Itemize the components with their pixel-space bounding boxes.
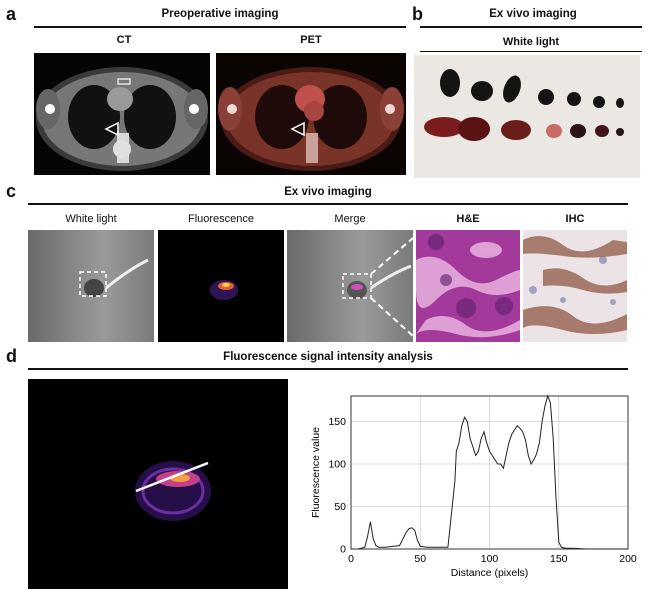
ct-lesion-arrow-icon [104,121,119,137]
panel-d-title: Fluorescence signal intensity analysis [223,351,433,363]
white-light-label-b: White light [502,36,560,48]
white-light-label-c: White light [65,213,117,225]
profile-line [135,461,209,493]
fluorescence-specimen-image [158,230,284,342]
chart-frame [350,395,629,550]
fluorescence-label: Fluorescence [187,213,255,225]
panel-letter-a: a [6,4,17,24]
panel-letter-d: d [6,346,17,366]
pet-lesion-arrow-icon [290,121,305,137]
y-tick-label: 0 [340,544,346,556]
panel-a-title: Preoperative imaging [161,8,279,20]
panel-letter-b: b [412,4,423,24]
panel-a-rule [34,26,406,28]
y-tick-label: 50 [334,501,346,513]
panel-b-title: Ex vivo imaging [489,8,577,20]
x-tick-label: 150 [550,553,568,565]
y-tick-label: 150 [328,416,346,428]
panel-d-rule [28,368,628,370]
x-tick-label: 200 [619,553,637,565]
ex-vivo-specimens-photo [414,55,640,178]
x-tick-label: 0 [348,553,354,565]
x-axis-label: Distance (pixels) [451,567,529,579]
ihc-histology-image [523,230,627,342]
fluorescence-profile-line [351,394,628,550]
merge-specimen-image [287,230,413,342]
he-histology-image [416,230,520,342]
ct-label: CT [116,34,132,46]
panel-c-title: Ex vivo imaging [284,186,372,198]
chart-ticks: 0 50 100 150 200 0 50 100 150 [328,416,636,565]
white-light-specimen-image [28,230,154,342]
fluorescence-analysis-image [28,379,288,589]
x-tick-label: 50 [414,553,426,565]
pet-label: PET [300,34,322,46]
ct-scan-image [34,53,210,175]
panel-b-subrule [420,51,642,52]
merge-label: Merge [334,213,366,225]
pet-scan-image [216,53,406,175]
ihc-label: IHC [565,213,585,225]
x-tick-label: 100 [481,553,499,565]
panel-c-rule [28,203,628,205]
panel-b-rule [420,26,642,28]
y-tick-label: 100 [328,459,346,471]
y-axis-label: Fluorescence value [310,427,322,518]
chart-grid [350,396,629,550]
he-label: H&E [456,213,480,225]
panel-letter-c: c [6,181,17,201]
